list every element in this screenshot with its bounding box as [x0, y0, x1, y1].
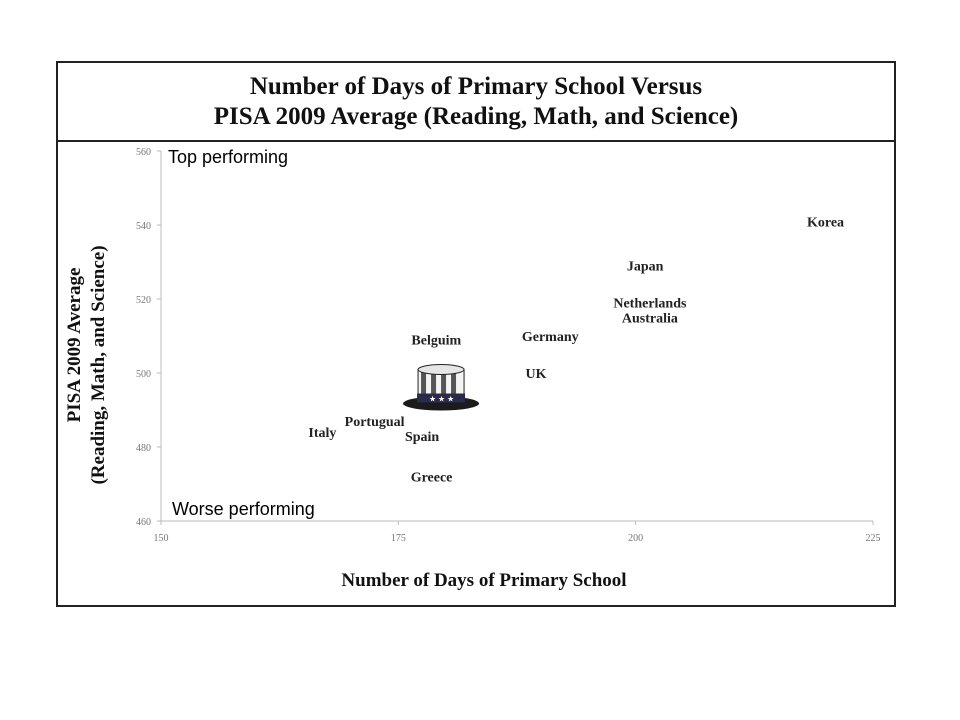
- data-point-label: Germany: [522, 330, 579, 345]
- y-tick-label: 500: [136, 369, 151, 380]
- top-performing-annotation: Top performing: [168, 147, 288, 167]
- uncle-sam-hat-icon: ★ ★ ★: [403, 364, 480, 411]
- data-point-label: Australia: [622, 312, 678, 327]
- x-tick-label: 150: [154, 533, 169, 544]
- svg-text:★: ★: [447, 395, 454, 404]
- chart-title-line-1: Number of Days of Primary School Versus: [249, 72, 703, 100]
- y-tick-label: 560: [136, 147, 151, 158]
- data-point-label: Spain: [405, 430, 439, 445]
- data-point-label: Korea: [807, 215, 844, 230]
- y-axis-title-line-2: (Reading, Math, and Science): [88, 245, 109, 484]
- x-tick-label: 175: [391, 533, 406, 544]
- x-tick-label: 200: [628, 533, 643, 544]
- data-point-label: Portugual: [345, 415, 405, 430]
- chart-title-box: Number of Days of Primary School Versus …: [56, 61, 896, 142]
- x-tick-label: 225: [866, 533, 881, 544]
- data-point-label: Netherlands: [613, 297, 687, 312]
- data-point-label: UK: [525, 367, 546, 382]
- worse-performing-annotation: Worse performing: [172, 499, 315, 519]
- svg-text:★: ★: [429, 395, 436, 404]
- y-tick-label: 540: [136, 221, 151, 232]
- y-ticks: 460 480 500 520 540 560: [136, 147, 161, 528]
- data-point-label: Belguim: [411, 334, 461, 349]
- x-axis-title: Number of Days of Primary School: [341, 570, 626, 591]
- y-tick-label: 480: [136, 443, 151, 454]
- y-tick-label: 520: [136, 295, 151, 306]
- data-point-label: Japan: [627, 260, 664, 275]
- chart-title-line-2: PISA 2009 Average (Reading, Math, and Sc…: [213, 102, 739, 130]
- y-axis-title-line-1: PISA 2009 Average: [64, 268, 85, 423]
- svg-text:★: ★: [438, 395, 445, 404]
- y-tick-label: 460: [136, 517, 151, 528]
- data-point-label: Italy: [308, 426, 336, 441]
- data-point-label: Greece: [411, 471, 453, 486]
- x-ticks: 150 175 200 225: [154, 521, 881, 544]
